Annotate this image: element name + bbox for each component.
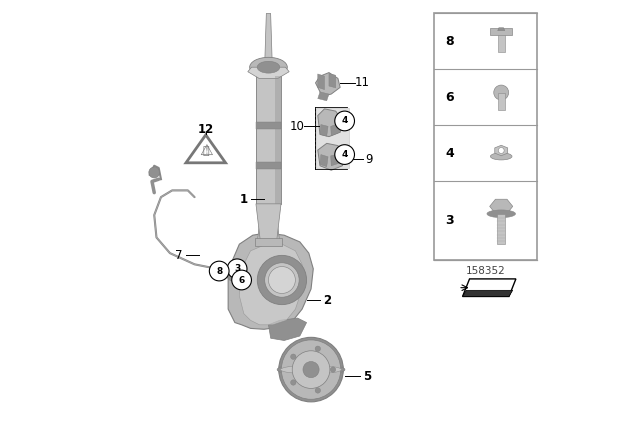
Circle shape [315,346,321,351]
Text: 4: 4 [342,116,348,125]
Circle shape [227,259,247,279]
Polygon shape [490,28,512,34]
Text: 4: 4 [342,150,348,159]
Polygon shape [316,108,349,168]
Text: 12: 12 [198,123,214,136]
Text: 3: 3 [234,264,240,273]
Circle shape [292,351,330,388]
Polygon shape [256,162,281,169]
Text: 2: 2 [323,293,331,307]
Text: 11: 11 [355,76,370,90]
Text: ⚠: ⚠ [199,142,212,158]
Text: 3: 3 [445,214,454,227]
Circle shape [335,145,355,164]
Ellipse shape [250,57,287,77]
Polygon shape [495,145,508,156]
Circle shape [265,263,299,297]
Polygon shape [269,318,307,340]
Polygon shape [248,67,289,78]
Ellipse shape [490,153,512,160]
Polygon shape [256,76,262,204]
Circle shape [291,380,296,385]
Polygon shape [497,214,506,244]
Polygon shape [239,244,302,325]
Polygon shape [320,125,328,136]
Text: 10: 10 [290,120,305,133]
Polygon shape [331,153,341,166]
Circle shape [335,111,355,131]
Text: 6: 6 [239,276,244,284]
Polygon shape [331,123,340,136]
Polygon shape [275,76,281,204]
Polygon shape [498,34,505,52]
Polygon shape [463,279,516,297]
Circle shape [279,337,343,402]
Circle shape [291,354,296,359]
Polygon shape [257,224,280,242]
Circle shape [227,270,238,281]
Text: 5: 5 [363,370,371,383]
Polygon shape [498,93,505,110]
Polygon shape [320,155,328,167]
Circle shape [149,167,159,178]
Text: 8: 8 [216,267,222,276]
Text: 8: 8 [445,35,454,48]
Polygon shape [498,28,505,30]
Polygon shape [255,238,282,246]
Text: ⏻: ⏻ [202,146,209,156]
Circle shape [303,362,319,378]
Polygon shape [265,13,272,58]
Ellipse shape [277,364,345,375]
Ellipse shape [280,366,342,374]
Text: 158352: 158352 [466,266,506,276]
Polygon shape [317,74,324,90]
Ellipse shape [257,61,280,73]
Polygon shape [317,143,345,170]
Polygon shape [329,73,336,88]
Text: 6: 6 [445,91,454,104]
Polygon shape [256,204,281,242]
Polygon shape [463,290,513,297]
Text: 7: 7 [175,249,182,262]
Polygon shape [256,122,281,129]
Polygon shape [490,199,513,214]
Text: 9: 9 [365,152,373,166]
Polygon shape [186,135,225,163]
Polygon shape [316,73,340,96]
FancyBboxPatch shape [435,13,538,260]
Circle shape [257,255,307,305]
Circle shape [330,367,335,372]
Circle shape [494,85,509,100]
Circle shape [269,267,296,293]
Circle shape [499,147,504,153]
Text: 4: 4 [445,147,454,160]
Circle shape [315,388,321,393]
Polygon shape [256,76,281,204]
Circle shape [230,273,236,278]
Ellipse shape [487,210,515,218]
Polygon shape [317,109,342,137]
Circle shape [232,270,252,290]
Text: 1: 1 [240,193,248,206]
Polygon shape [317,92,329,101]
Circle shape [282,340,340,399]
Polygon shape [228,233,314,329]
Circle shape [209,261,229,281]
